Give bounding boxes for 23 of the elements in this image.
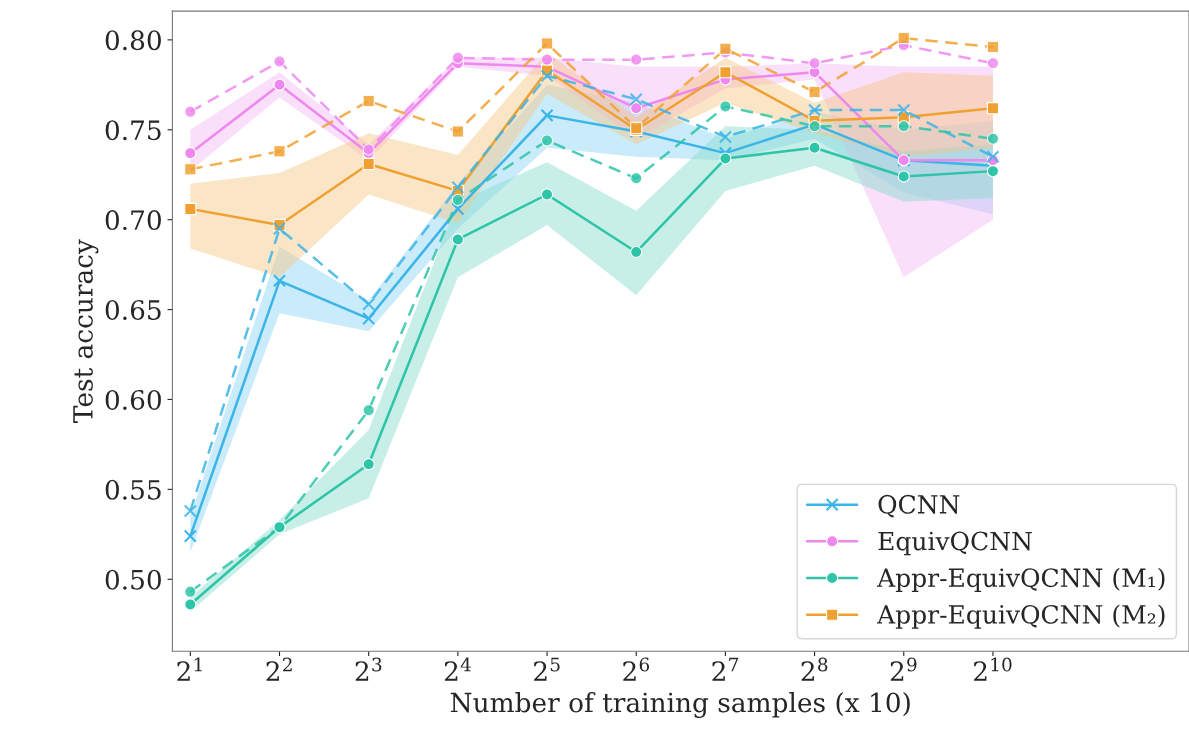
x-tick-label: 2$^{9}$ <box>890 657 917 681</box>
x-tick-label: 2$^{10}$ <box>974 657 1012 681</box>
x-tick-label: 2$^{8}$ <box>801 657 828 681</box>
legend-label: QCNN <box>878 494 960 518</box>
legend-label: Appr-EquivQCNN (M₂) <box>876 604 1165 629</box>
x-tick-label: 2$^{4}$ <box>444 657 471 681</box>
x-tick-label: 2$^{2}$ <box>266 657 292 681</box>
y-tick-label: 0.60 <box>105 389 161 410</box>
x-tick-label: 2$^{7}$ <box>712 657 739 681</box>
y-tick-label: 0.65 <box>105 300 161 320</box>
legend-label: Appr-EquivQCNN (M₁) <box>876 567 1165 592</box>
x-tick-label: 2$^{1}$ <box>177 657 202 681</box>
y-tick-label: 0.70 <box>105 210 161 231</box>
x-tick-label: 2$^{5}$ <box>534 657 560 681</box>
y-axis-title: Test accuracy <box>73 239 99 423</box>
x-tick-label: 2$^{6}$ <box>623 657 650 681</box>
y-tick-label: 0.80 <box>105 30 161 51</box>
x-axis-title: Number of training samples (x 10) <box>450 692 910 718</box>
y-tick-label: 0.75 <box>105 120 161 141</box>
legend-label: EquivQCNN <box>878 531 1032 556</box>
y-tick-label: 0.55 <box>105 479 161 500</box>
x-tick-label: 2$^{3}$ <box>355 657 382 681</box>
y-tick-label: 0.50 <box>105 569 161 590</box>
